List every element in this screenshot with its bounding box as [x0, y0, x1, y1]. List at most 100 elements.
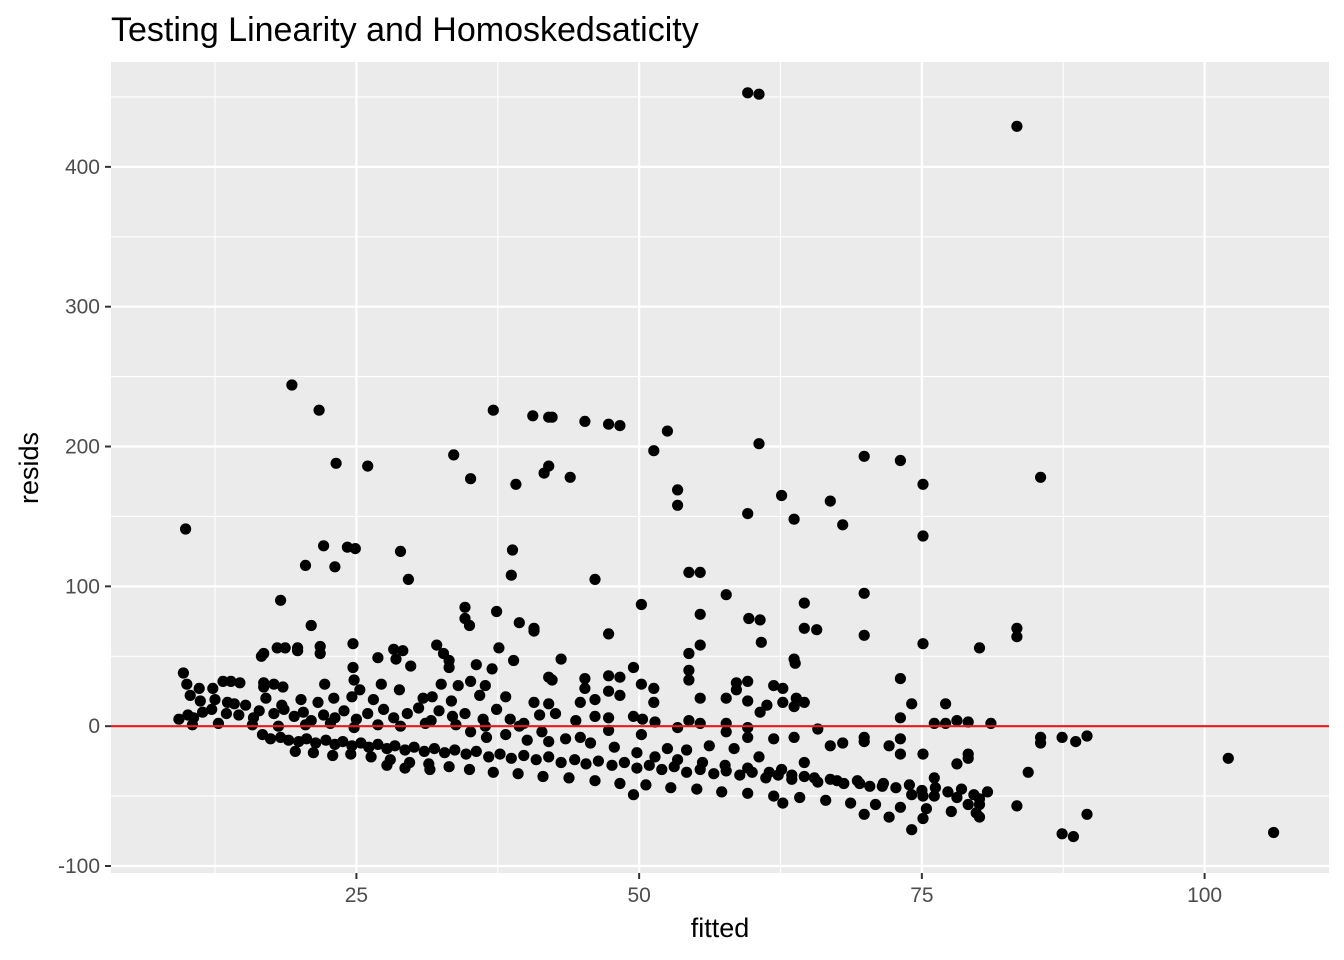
- data-point: [777, 696, 789, 709]
- data-point: [627, 710, 640, 723]
- data-point: [426, 691, 438, 703]
- data-point: [388, 643, 400, 655]
- data-point: [418, 745, 430, 758]
- data-point: [504, 713, 516, 725]
- data-point: [777, 682, 789, 695]
- data-point: [505, 752, 517, 764]
- data-point: [603, 724, 615, 737]
- data-point: [734, 769, 746, 781]
- data-point: [279, 642, 291, 654]
- data-point: [399, 744, 411, 756]
- data-point: [742, 787, 754, 799]
- data-point: [197, 706, 209, 718]
- data-point: [603, 685, 615, 697]
- data-point: [635, 598, 648, 611]
- data-point: [459, 708, 471, 720]
- data-point: [864, 780, 876, 792]
- data-point: [656, 763, 668, 776]
- data-point: [289, 745, 301, 758]
- data-point: [348, 674, 360, 686]
- data-point: [837, 737, 849, 749]
- data-point: [563, 772, 575, 784]
- data-point: [798, 622, 810, 634]
- data-point: [753, 88, 765, 100]
- data-point: [786, 769, 798, 781]
- data-point: [614, 420, 626, 432]
- data-point: [955, 783, 968, 795]
- data-point: [761, 699, 773, 711]
- data-point: [443, 761, 455, 773]
- data-point: [753, 751, 765, 763]
- data-point: [512, 768, 524, 780]
- data-point: [372, 738, 384, 751]
- data-point: [951, 715, 963, 727]
- data-point: [603, 418, 615, 430]
- data-point: [463, 619, 476, 632]
- data-point: [928, 717, 940, 730]
- data-point: [906, 698, 918, 710]
- data-point: [1056, 731, 1068, 744]
- data-point: [405, 660, 417, 672]
- y-tick-label: 0: [88, 715, 100, 738]
- data-point: [450, 719, 462, 731]
- data-point: [942, 786, 954, 798]
- data-point: [372, 719, 384, 731]
- data-point: [494, 748, 506, 760]
- data-point: [854, 777, 866, 790]
- data-point: [470, 745, 482, 758]
- data-point: [452, 680, 464, 692]
- data-point: [536, 726, 548, 738]
- data-point: [883, 740, 895, 752]
- data-point: [742, 762, 754, 774]
- data-point: [350, 713, 362, 725]
- data-point: [768, 790, 780, 802]
- data-point: [631, 762, 643, 774]
- data-point: [768, 680, 780, 692]
- data-point: [312, 696, 324, 709]
- data-point: [206, 703, 218, 716]
- data-point: [798, 597, 810, 609]
- data-point: [465, 675, 477, 688]
- data-point: [742, 722, 754, 734]
- data-point: [754, 706, 766, 718]
- data-point: [579, 682, 591, 695]
- data-point: [574, 696, 586, 709]
- data-point: [460, 748, 472, 760]
- data-point: [534, 709, 546, 721]
- data-point: [789, 657, 801, 669]
- data-point: [220, 708, 232, 720]
- data-point: [589, 775, 601, 787]
- data-point: [951, 791, 963, 804]
- data-point: [636, 713, 649, 725]
- data-point: [217, 675, 229, 688]
- data-point: [643, 759, 655, 771]
- data-point: [820, 794, 832, 806]
- data-point: [683, 664, 695, 676]
- data-point: [180, 523, 192, 535]
- data-point: [973, 798, 986, 811]
- data-point: [694, 692, 706, 704]
- data-point: [433, 705, 445, 717]
- data-point: [894, 454, 907, 467]
- data-point: [310, 737, 322, 749]
- y-tick-label: 400: [65, 156, 100, 179]
- data-point: [627, 661, 640, 674]
- data-point: [985, 717, 997, 730]
- data-point: [349, 543, 361, 555]
- x-tick-label: 25: [345, 884, 368, 907]
- data-point: [614, 689, 626, 702]
- data-point: [1081, 730, 1093, 742]
- data-point: [184, 689, 196, 702]
- data-point: [186, 719, 198, 731]
- data-point: [271, 642, 283, 654]
- data-point: [788, 513, 800, 525]
- data-point: [768, 733, 780, 745]
- data-point: [305, 619, 317, 632]
- data-point: [486, 663, 498, 675]
- data-point: [681, 744, 693, 756]
- data-point: [299, 719, 312, 731]
- data-point: [763, 766, 775, 778]
- data-point: [314, 647, 326, 660]
- x-tick-label: 100: [1187, 884, 1222, 907]
- data-point: [253, 705, 265, 717]
